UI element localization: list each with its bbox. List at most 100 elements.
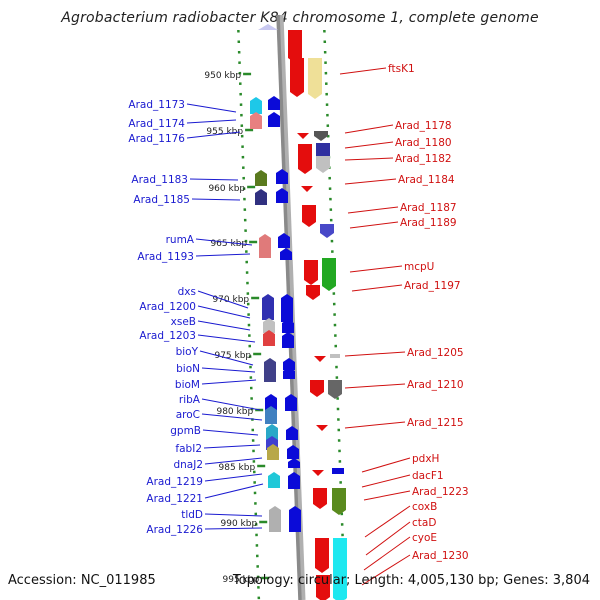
forward-gene-block	[282, 323, 294, 333]
outer-right-tick-lane	[323, 29, 347, 600]
reverse-gene-block	[316, 575, 330, 597]
forward-gene-block	[332, 468, 344, 474]
reverse-gene-label: Arad_1187	[400, 202, 457, 214]
reverse-gene-label: Arad_1189	[400, 217, 457, 229]
reverse-gene-label: Arad_1180	[395, 137, 452, 149]
right-label-leader	[344, 421, 406, 429]
left-label-leader	[204, 513, 263, 517]
forward-gene-label: dnaJ2	[173, 459, 203, 471]
right-label-leader	[363, 536, 411, 571]
forward-gene-arrowhead	[265, 406, 277, 410]
right-label-leader	[364, 505, 411, 538]
reverse-gene-label: Arad_1205	[407, 347, 464, 359]
right-label-leader	[344, 124, 394, 134]
left-label-leader	[191, 198, 241, 201]
reverse-gene-block	[332, 488, 346, 510]
ruler-tick-label: 965 kbp	[210, 239, 247, 249]
reverse-gene-arrowhead	[302, 222, 316, 227]
forward-gene-label: Arad_1193	[137, 251, 194, 263]
forward-gene-label: xseB	[171, 316, 196, 328]
reverse-gene-arrowhead	[313, 504, 327, 509]
top-marker	[258, 24, 278, 30]
ruler-tick-label: 990 kbp	[221, 519, 258, 529]
left-label-leader	[197, 334, 256, 343]
forward-gene-block	[282, 336, 294, 348]
outer-left-tick-lane	[237, 29, 261, 600]
reverse-gene-label: Arad_1215	[407, 417, 464, 429]
forward-gene-block	[289, 510, 301, 532]
forward-gene-label: Arad_1173	[128, 99, 185, 111]
reverse-gene-arrowhead	[320, 233, 334, 238]
left-label-leader	[186, 103, 237, 113]
forward-gene-label: tldD	[181, 509, 203, 521]
accession-text: Accession: NC_011985	[8, 573, 156, 588]
reverse-gene-block	[298, 144, 312, 156]
left-label-leader	[197, 305, 251, 319]
forward-gene-block	[265, 410, 277, 424]
forward-gene-arrowhead	[250, 97, 262, 101]
reverse-gene-block	[304, 260, 318, 280]
genome-summary-text: Topology: circular; Length: 4,005,130 bp…	[232, 573, 590, 588]
forward-gene-arrowhead	[259, 234, 271, 238]
forward-gene-label: bioM	[175, 379, 200, 391]
forward-gene-block	[268, 476, 280, 488]
forward-gene-arrowhead	[263, 330, 275, 334]
reverse-gene-label: dacF1	[412, 470, 444, 482]
reverse-gene-arrowhead	[312, 470, 324, 476]
forward-gene-arrowhead	[282, 319, 294, 323]
right-label-leader	[344, 141, 394, 149]
forward-gene-block	[286, 430, 298, 440]
reverse-gene-arrowhead	[306, 295, 320, 300]
forward-gene-label: fabI2	[175, 443, 202, 455]
reverse-gene-arrowhead	[316, 168, 330, 173]
forward-gene-block	[259, 238, 271, 258]
forward-gene-arrowhead	[281, 294, 293, 298]
forward-gene-block	[287, 449, 299, 459]
ruler-tick-label: 960 kbp	[208, 184, 245, 194]
forward-gene-block	[262, 298, 274, 320]
left-label-leader	[195, 238, 253, 246]
forward-gene-block	[255, 193, 267, 205]
reverse-gene-block	[320, 224, 334, 233]
forward-gene-block	[268, 116, 280, 127]
reverse-gene-label: Arad_1230	[412, 550, 469, 562]
left-label-leader	[204, 473, 263, 482]
reverse-gene-label: mcpU	[404, 261, 434, 273]
forward-gene-block	[283, 371, 295, 379]
right-label-leader	[361, 457, 411, 473]
forward-gene-arrowhead	[268, 96, 280, 100]
forward-gene-label: ribA	[179, 394, 201, 406]
forward-gene-arrowhead	[269, 506, 281, 510]
right-label-leader	[361, 474, 411, 488]
forward-gene-arrowhead	[262, 294, 274, 298]
left-label-leader	[195, 253, 251, 257]
forward-gene-arrowhead	[276, 188, 288, 192]
right-label-leader	[351, 284, 403, 292]
reverse-gene-arrowhead	[332, 510, 346, 515]
right-label-leader	[347, 206, 399, 214]
reverse-gene-block	[310, 380, 324, 392]
forward-gene-arrowhead	[268, 472, 280, 476]
left-label-leader	[201, 413, 263, 421]
reverse-gene-block	[322, 258, 336, 286]
right-label-leader	[344, 351, 406, 357]
reverse-gene-block	[288, 30, 302, 58]
forward-gene-arrowhead	[255, 189, 267, 193]
ruler-tick-label: 985 kbp	[219, 463, 256, 473]
forward-gene-block	[255, 174, 267, 186]
forward-gene-block	[280, 252, 292, 260]
reverse-gene-label: Arad_1210	[407, 379, 464, 391]
left-label-leader	[202, 429, 259, 436]
reverse-gene-arrowhead	[298, 169, 312, 174]
forward-gene-arrowhead	[283, 358, 295, 362]
left-label-leader	[197, 290, 249, 309]
forward-gene-block	[276, 192, 288, 203]
left-label-leader	[189, 178, 239, 181]
reverse-gene-label: coxB	[412, 501, 437, 513]
forward-gene-label: rumA	[166, 234, 195, 246]
forward-gene-arrowhead	[264, 358, 276, 362]
forward-gene-arrowhead	[263, 318, 275, 322]
forward-gene-block	[276, 173, 288, 184]
genome-title: Agrobacterium radiobacter K84 chromosome…	[61, 10, 539, 26]
